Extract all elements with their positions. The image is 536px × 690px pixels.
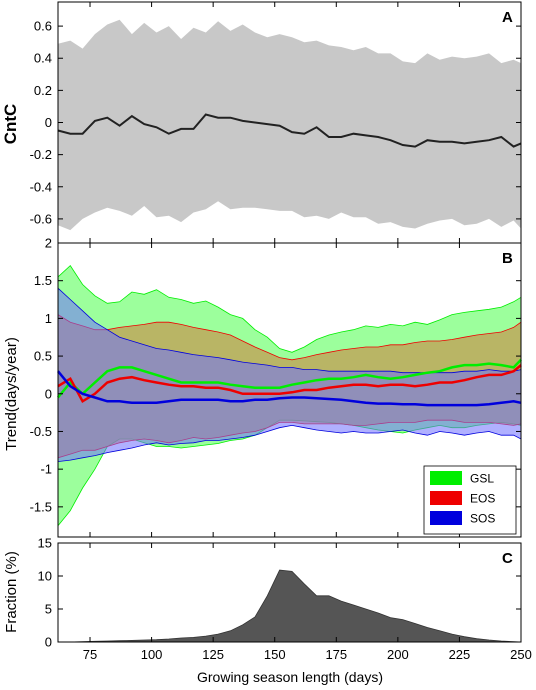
- panel-b-y-tick-label: 0: [45, 386, 52, 401]
- panel-c-y-tick-label: 5: [45, 602, 52, 617]
- panel-c-y-tick-label: 0: [45, 635, 52, 650]
- legend: GSL EOS SOS: [423, 465, 517, 535]
- cntc-range-band: [58, 19, 521, 231]
- panel-a-y-tick-label: 0.4: [34, 51, 52, 66]
- panel-b-letter: B: [502, 250, 513, 267]
- panel-c-letter: C: [502, 550, 513, 567]
- x-tick-label: 75: [83, 647, 97, 662]
- x-tick-label: 225: [449, 647, 471, 662]
- panel-a-y-tick-label: -0.4: [30, 179, 52, 194]
- panel-a-y-tick-label: -0.2: [30, 147, 52, 162]
- gsl-mean-line: [57, 358, 522, 399]
- fraction-area: [58, 569, 522, 643]
- panel-c-y-tick-label: 10: [38, 569, 52, 584]
- panel-b: -1.5 -1 -0.5 0 0.5 1 1.5 2 B Trend(days/year) G…: [3, 236, 522, 538]
- x-tick-label: 150: [264, 647, 286, 662]
- panel-c-y-tick-label: 15: [38, 536, 52, 551]
- legend-swatch-sos: [430, 511, 462, 525]
- panel-b-y-tick-label: -1.5: [30, 499, 52, 514]
- panel-a-y-tick-label: -0.6: [30, 211, 52, 226]
- panel-a-letter: A: [502, 9, 513, 26]
- panel-b-y-tick-label: 1: [45, 311, 52, 326]
- x-tick-label: 175: [325, 647, 347, 662]
- panel-b-y-tick-label: -0.5: [30, 424, 52, 439]
- panel-c-frame: [57, 542, 522, 643]
- legend-label-eos: EOS: [470, 492, 495, 506]
- panel-c-plot-area: [58, 569, 522, 643]
- eos-mean-line: [57, 364, 522, 404]
- panel-a-y-tick-label: 0: [45, 115, 52, 130]
- legend-swatch-gsl: [430, 471, 462, 485]
- panel-b-y-tick-label: 2: [45, 236, 52, 251]
- panel-b-frame: [57, 242, 522, 538]
- panel-c-y-ticks: 0 5 10 15: [38, 536, 521, 650]
- panel-b-y-tick-label: -1: [40, 462, 52, 477]
- panel-b-y-ticks: -1.5 -1 -0.5 0 0.5 1 1.5 2: [30, 236, 521, 514]
- panel-c-y-axis-label: Fraction (%): [3, 551, 20, 633]
- x-tick-label: 250: [510, 647, 532, 662]
- panel-b-y-tick-label: 0.5: [34, 349, 52, 364]
- panel-c: 0 5 10 15 75 100 125 150 175 200 225 250 C Fractio…: [3, 536, 532, 686]
- x-tick-label: 100: [141, 647, 163, 662]
- x-tick-label: 200: [387, 647, 409, 662]
- panel-b-plot-area: [57, 243, 522, 537]
- panel-a-plot-area: [57, 2, 522, 243]
- legend-label-gsl: GSL: [470, 472, 494, 486]
- legend-label-sos: SOS: [470, 512, 495, 526]
- panel-a-y-tick-label: 0.6: [34, 19, 52, 34]
- panel-b-y-tick-label: 1.5: [34, 273, 52, 288]
- x-tick-label: 125: [202, 647, 224, 662]
- legend-swatch-eos: [430, 491, 462, 505]
- panel-b-y-axis-label: Trend(days/year): [3, 337, 20, 451]
- panel-c-x-ticks: 75 100 125 150 175 200 225 250: [83, 543, 532, 662]
- panel-a-y-ticks: -0.6 -0.4 -0.2 0 0.2 0.4 0.6: [30, 19, 521, 226]
- sos-mean-line: [57, 370, 522, 407]
- panel-a-y-axis-label: CntC: [1, 104, 20, 145]
- cntc-mean-line: [57, 113, 522, 148]
- panel-a-y-tick-label: 0.2: [34, 83, 52, 98]
- x-axis-label: Growing season length (days): [197, 669, 383, 685]
- panel-a: -0.6 -0.4 -0.2 0 0.2 0.4 0.6 A CntC: [1, 1, 522, 244]
